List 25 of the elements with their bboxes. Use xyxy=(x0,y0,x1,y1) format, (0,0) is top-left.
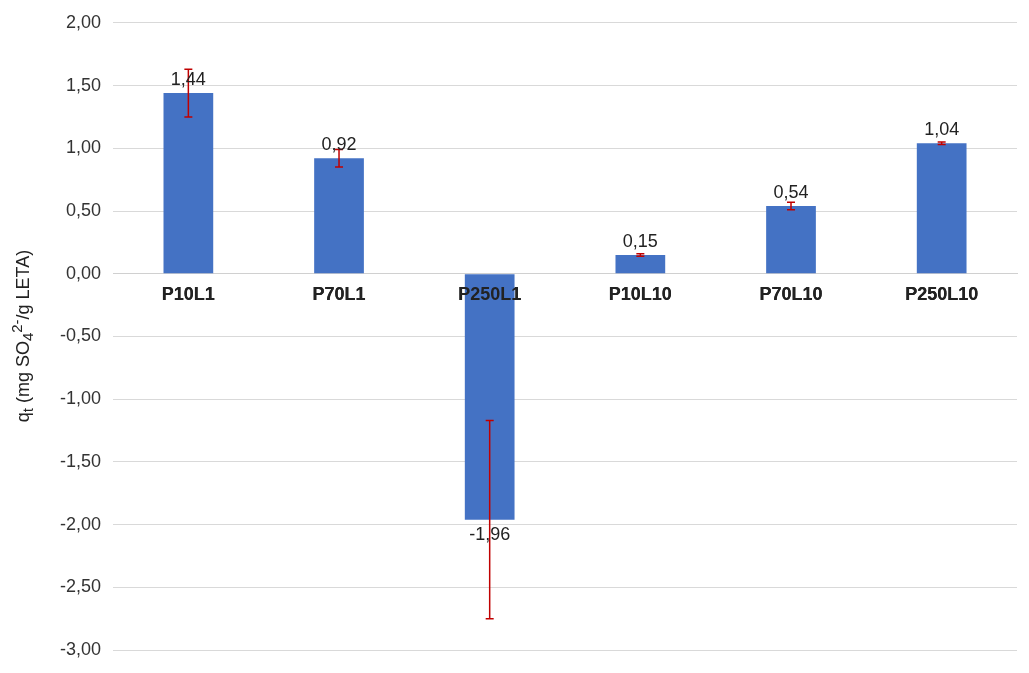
y-tick-label: 1,50 xyxy=(65,74,102,95)
bar xyxy=(163,93,214,274)
x-tick-label: P250L10 xyxy=(905,283,979,304)
y-tick-label: 1,00 xyxy=(65,137,102,158)
data-label: 0,54 xyxy=(773,181,809,202)
y-tick-label: -1,00 xyxy=(60,388,102,409)
x-tick-label: P10L10 xyxy=(608,283,672,304)
y-tick-label: 2,00 xyxy=(65,11,102,32)
bar xyxy=(615,254,666,274)
data-label: 0,15 xyxy=(622,230,658,251)
data-label: 0,92 xyxy=(321,134,357,155)
x-tick-label: P70L10 xyxy=(759,283,823,304)
x-tick-label: P70L1 xyxy=(312,283,366,304)
y-tick-label: -3,00 xyxy=(60,639,102,660)
bar xyxy=(766,206,816,274)
bar xyxy=(314,158,364,274)
bar xyxy=(916,143,967,274)
y-tick-label: -2,00 xyxy=(60,513,102,534)
data-label: 1,04 xyxy=(924,119,960,140)
y-tick-label: 0,00 xyxy=(65,262,102,283)
y-tick-label: -2,50 xyxy=(60,576,102,597)
y-tick-label: 0,50 xyxy=(65,199,102,220)
x-tick-label: P10L1 xyxy=(161,283,215,304)
y-tick-label: -0,50 xyxy=(60,325,102,346)
y-tick-label: -1,50 xyxy=(60,450,102,471)
